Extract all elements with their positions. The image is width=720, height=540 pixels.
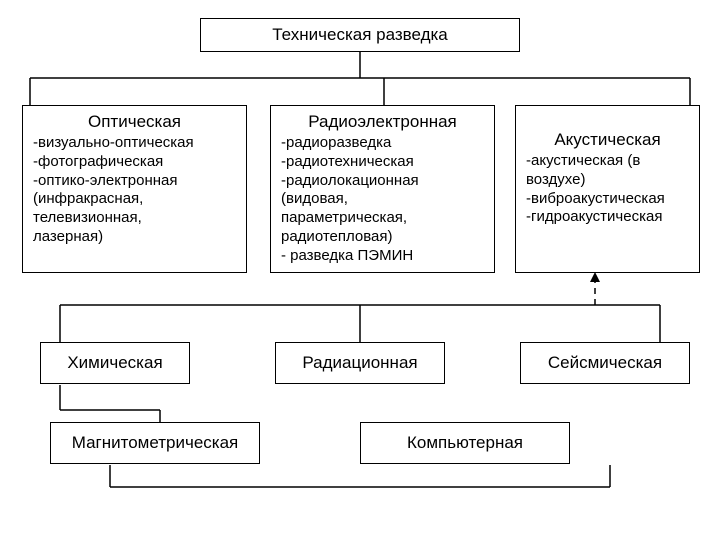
radio-heading: Радиоэлектронная	[271, 106, 494, 134]
seismic-box: Сейсмическая	[520, 342, 690, 384]
radio-box: Радиоэлектронная -радиоразведка-радиотех…	[270, 105, 495, 273]
chemical-box: Химическая	[40, 342, 190, 384]
seismic-label: Сейсмическая	[521, 343, 689, 383]
acoustic-body: -акустическая (ввоздухе)-виброакустическ…	[516, 152, 699, 235]
chemical-label: Химическая	[41, 343, 189, 383]
computer-box: Компьютерная	[360, 422, 570, 464]
optical-body: -визуально-оптическая-фотографическая-оп…	[23, 134, 246, 255]
computer-label: Компьютерная	[361, 423, 569, 463]
radiation-label: Радиационная	[276, 343, 444, 383]
magneto-label: Магнитометрическая	[51, 423, 259, 463]
acoustic-box: Акустическая -акустическая (ввоздухе)-ви…	[515, 105, 700, 273]
radiation-box: Радиационная	[275, 342, 445, 384]
root-box: Техническая разведка	[200, 18, 520, 52]
root-label: Техническая разведка	[201, 19, 519, 51]
optical-box: Оптическая -визуально-оптическая-фотогра…	[22, 105, 247, 273]
radio-body: -радиоразведка-радиотехническая-радиолок…	[271, 134, 494, 273]
optical-heading: Оптическая	[23, 106, 246, 134]
magneto-box: Магнитометрическая	[50, 422, 260, 464]
acoustic-heading: Акустическая	[516, 124, 699, 152]
